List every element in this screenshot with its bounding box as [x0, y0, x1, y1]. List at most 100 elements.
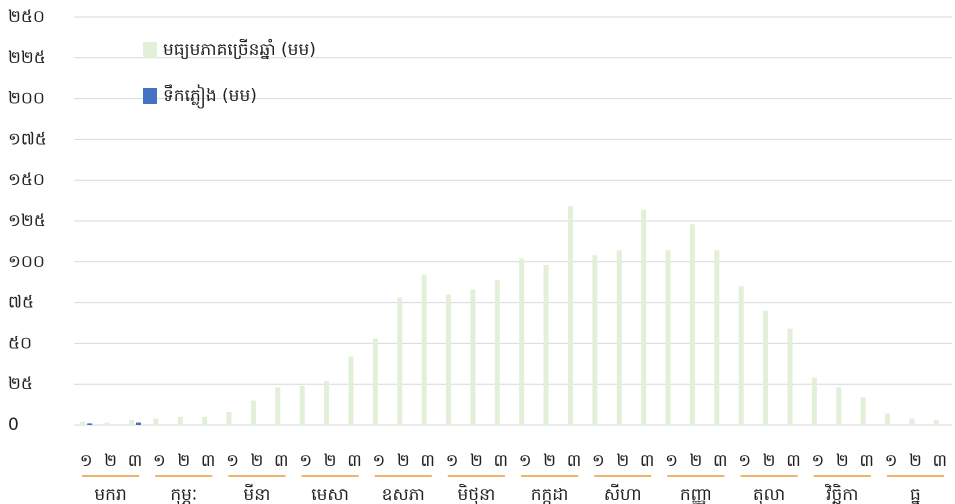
bar [885, 413, 891, 425]
x-tick-label: ២ [763, 451, 776, 471]
x-tick-label: ១ [665, 451, 678, 471]
bar [80, 421, 86, 425]
y-tick-label: ៥០ [8, 333, 32, 353]
bar [519, 258, 525, 425]
x-tick-label: ១ [811, 451, 824, 471]
bar [202, 416, 208, 425]
x-tick-label: ២ [470, 451, 483, 471]
legend-label: ទឹកភ្លៀង (មម) [163, 84, 257, 109]
month-label: កក្កដា [531, 485, 569, 504]
bar [128, 420, 134, 425]
bar [177, 416, 183, 425]
x-tick-label: ៣ [786, 451, 801, 471]
y-tick-label: ២០០ [8, 89, 45, 109]
y-tick-label: ២៥០ [8, 7, 45, 27]
month-label: ធ្នូ [910, 485, 921, 504]
bar [567, 206, 573, 425]
bar [860, 397, 866, 425]
bar [616, 250, 622, 425]
bar [250, 400, 256, 425]
bar [543, 265, 549, 425]
x-tick-label: ១ [592, 451, 605, 471]
bar [348, 356, 354, 425]
x-tick-label: ២ [616, 451, 629, 471]
bar [421, 274, 427, 425]
bar [933, 420, 939, 425]
month-label: តុលា [753, 485, 785, 504]
x-tick-label: ១ [372, 451, 385, 471]
x-tick-label: ២ [250, 451, 263, 471]
x-tick-label: ១ [226, 451, 239, 471]
bar [836, 387, 842, 425]
bar [397, 297, 403, 425]
bar [763, 310, 769, 425]
x-tick-label: ២ [543, 451, 556, 471]
bar [592, 255, 598, 425]
y-tick-label: ១៧៥ [8, 129, 47, 149]
y-tick-label: ១២៥ [8, 211, 46, 231]
month-label: មិថុនា [458, 483, 496, 504]
x-tick-label: ១ [299, 451, 312, 471]
month-label: វិច្ឆិកា [824, 483, 858, 504]
y-tick-label: ២៥ [8, 374, 33, 394]
x-tick-label: ៣ [347, 451, 362, 471]
bar [738, 286, 744, 425]
x-tick-label: ២ [177, 451, 190, 471]
bar [787, 328, 793, 425]
bar [135, 422, 141, 425]
x-tick-label: ២ [397, 451, 410, 471]
x-tick-label: ៣ [128, 451, 143, 471]
x-tick-label: ១ [738, 451, 751, 471]
bar [87, 423, 93, 425]
bar [299, 385, 305, 425]
y-tick-label: 0 [8, 415, 19, 435]
bar [665, 250, 671, 425]
x-tick-label: ២ [324, 451, 337, 471]
bar [909, 418, 915, 425]
x-tick-label: ២ [909, 451, 922, 471]
x-tick-label: ៣ [567, 451, 582, 471]
bar [104, 422, 110, 425]
x-tick-label: ១ [519, 451, 532, 471]
month-label: ឧសភា [382, 485, 425, 504]
x-tick-label: ៣ [201, 451, 216, 471]
x-tick-label: ៣ [640, 451, 655, 471]
bar [446, 294, 452, 425]
x-tick-label: ៣ [274, 451, 289, 471]
x-tick-label: ២ [836, 451, 849, 471]
bar [641, 209, 647, 425]
y-tick-label: ២២៥ [8, 48, 46, 68]
x-tick-label: ១ [153, 451, 166, 471]
month-label: មករា [94, 485, 126, 504]
month-label: មីនា [243, 483, 270, 504]
x-tick-label: ១ [446, 451, 459, 471]
bar [689, 224, 695, 425]
x-tick-label: ៣ [859, 451, 874, 471]
x-tick-label: ២ [104, 451, 117, 471]
month-label: កុម្ភៈ [170, 485, 197, 504]
y-tick-label: ៧៥ [8, 293, 34, 313]
y-tick-label: ១៥០ [8, 170, 45, 190]
legend-swatch [143, 42, 157, 58]
month-label: កញ្ញា [680, 485, 712, 504]
month-label: មេសា [311, 485, 349, 504]
bar [226, 411, 232, 425]
x-tick-label: ១ [885, 451, 898, 471]
x-tick-label: ៣ [933, 451, 948, 471]
bar [324, 380, 330, 425]
bar [275, 387, 281, 425]
bar [714, 250, 720, 425]
bar [470, 289, 476, 425]
legend-label: មធ្យមភាគច្រើនឆ្នាំ (មម) [163, 38, 316, 60]
legend-swatch [143, 88, 157, 104]
x-tick-label: ៣ [713, 451, 728, 471]
x-tick-label: ៣ [494, 451, 509, 471]
bar [811, 377, 817, 425]
month-label: សីហា [604, 483, 642, 504]
bar [494, 279, 500, 425]
x-tick-label: ១ [80, 451, 93, 471]
y-tick-label: ១០០ [8, 252, 45, 272]
bar [153, 418, 159, 425]
x-tick-label: ៣ [420, 451, 435, 471]
